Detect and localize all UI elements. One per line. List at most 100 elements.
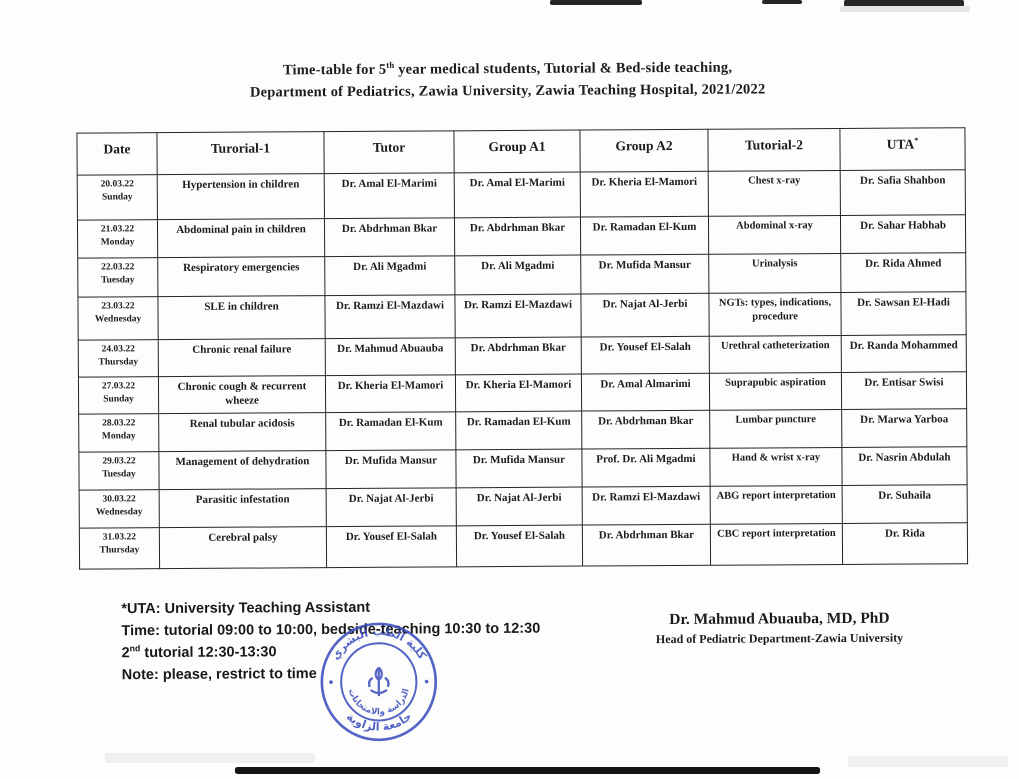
signature-name: Dr. Mahmud Abuauba, MD, PhD	[669, 609, 890, 629]
group-a2-cell: Dr. Kheria El-Mamori	[580, 171, 709, 218]
day-value: Monday	[100, 237, 135, 248]
title-line-2: Department of Pediatrics, Zawia Universi…	[249, 81, 766, 102]
table-row: 23.03.22 Wednesday SLE in children Dr. Ramz…	[77, 291, 967, 341]
group-a1-cell: Dr. Ramzi El-Mazdawi	[454, 294, 582, 338]
date-cell: 24.03.22 Thursday	[78, 339, 159, 378]
day-value: Sunday	[103, 394, 134, 405]
group-a1-cell: Dr. Mufida Mansur	[455, 449, 583, 488]
date-value: 30.03.22	[102, 494, 136, 505]
tutorial1-cell: Renal tubular acidosis	[158, 412, 326, 452]
uta-cell: Dr. Nasrin Abdulah	[841, 446, 968, 486]
tutor-cell: Dr. Mahmud Abuauba	[325, 337, 456, 376]
table-row: 27.03.22 Sunday Chronic cough & recurrent …	[78, 371, 967, 415]
uta-cell: Dr. Sahar Habhab	[840, 214, 966, 254]
table-row: 30.03.22 Wednesday Parasitic infestation Dr…	[79, 484, 968, 529]
group-a2-cell: Dr. Ramzi El-Mazdawi	[582, 486, 711, 526]
tutor-cell: Dr. Amal El-Marimi	[324, 172, 455, 219]
tutorial1-cell: Abdominal pain in children	[157, 218, 325, 258]
uta-cell: Dr. Safia Shahbon	[840, 169, 966, 216]
date-cell: 21.03.22 Monday	[77, 219, 158, 259]
header-tutorial-2: Tutorial-2	[707, 128, 841, 172]
table-row: 22.03.22 Tuesday Respiratory emergencies Dr…	[77, 252, 966, 298]
uta-cell: Dr. Sawsan El-Hadi	[840, 291, 967, 336]
tutorial1-cell: Parasitic infestation	[159, 488, 327, 528]
date-cell: 23.03.22 Wednesday	[77, 296, 159, 341]
header-group-a1: Group A1	[453, 130, 581, 173]
group-a1-cell: Dr. Abdrhman Bkar	[454, 217, 581, 256]
date-cell: 30.03.22 Wednesday	[79, 489, 160, 529]
tutorial2-cell: Urethral catheterization	[709, 335, 842, 374]
group-a1-cell: Dr. Abdrhman Bkar	[455, 337, 582, 375]
uta-cell: Dr. Rida Ahmed	[840, 252, 966, 293]
date-cell: 20.03.22 Sunday	[77, 174, 158, 221]
scan-artifact-top	[550, 0, 642, 5]
tutorial1-cell: SLE in children	[157, 295, 326, 340]
header-tutorial-1: Turorial-1	[156, 131, 325, 175]
day-value: Wednesday	[95, 507, 143, 518]
tutorial2-cell: CBC report interpretation	[710, 523, 843, 566]
table-row: 28.03.22 Monday Renal tubular acidosis Dr. …	[78, 408, 967, 453]
tutor-cell: Dr. Ramzi El-Mazdawi	[324, 294, 456, 339]
date-cell: 28.03.22 Monday	[78, 413, 159, 453]
table-row: 29.03.22 Tuesday Management of dehydration…	[78, 446, 968, 491]
group-a1-cell: Dr. Amal El-Marimi	[454, 172, 581, 218]
day-value: Tuesday	[101, 275, 135, 286]
day-value: Thursday	[98, 357, 139, 368]
tutorial2-cell: NGTs: types, indications, procedure	[708, 292, 842, 337]
date-cell: 29.03.22 Tuesday	[78, 451, 160, 491]
group-a2-cell: Dr. Ramadan El-Kum	[580, 216, 709, 256]
table-row: 20.03.22 Sunday Hypertension in children Dr…	[77, 169, 966, 221]
tutor-cell: Dr. Abdrhman Bkar	[324, 217, 455, 257]
date-value: 22.03.22	[101, 262, 135, 273]
scan-artifact-top	[844, 0, 964, 7]
tutorial2-cell: Abdominal x-ray	[708, 215, 841, 255]
header-group-a2: Group A2	[579, 129, 709, 173]
group-a1-cell: Dr. Ramadan El-Kum	[455, 411, 582, 450]
date-value: 24.03.22	[101, 344, 135, 355]
table-row: 24.03.22 Thursday Chronic renal failure Dr.…	[78, 334, 967, 378]
tutor-cell: Dr. Ramadan El-Kum	[325, 411, 456, 451]
tutorial2-cell: Chest x-ray	[708, 170, 841, 217]
day-value: Sunday	[101, 192, 133, 203]
tutorial1-cell: Chronic cough & recurrent wheeze	[158, 375, 326, 414]
date-cell: 31.03.22 Thursday	[79, 527, 160, 570]
table-row: 31.03.22 Thursday Cerebral palsy Dr. Yousef…	[79, 522, 968, 570]
tutorial2-cell: ABG report interpretation	[710, 485, 843, 525]
scan-artifact-smear	[840, 6, 970, 12]
tutor-cell: Dr. Ali Mgadmi	[324, 255, 455, 296]
tutor-cell: Dr. Yousef El-Salah	[326, 525, 457, 568]
tutorial2-cell: Suprapubic aspiration	[709, 372, 842, 411]
group-a1-cell: Dr. Yousef El-Salah	[456, 525, 583, 567]
scan-artifact-top	[762, 0, 802, 4]
tutor-cell: Dr. Najat Al-Jerbi	[326, 487, 457, 527]
header-date: Date	[76, 132, 158, 176]
page-title: Time-table for 5th year medical students…	[0, 55, 1017, 106]
header-uta: UTA*	[839, 127, 966, 171]
uta-cell: Dr. Entisar Swisi	[841, 371, 967, 410]
signature-block: Dr. Mahmud Abuauba, MD, PhD Head of Pedi…	[629, 609, 929, 647]
date-value: 31.03.22	[102, 532, 137, 543]
tutorial1-cell: Cerebral palsy	[159, 526, 327, 569]
group-a2-cell: Dr. Abdrhman Bkar	[581, 410, 710, 450]
header-row: Date Turorial-1 Tutor Group A1 Group A2 …	[76, 127, 966, 176]
scan-artifact-smudge	[848, 756, 1008, 767]
tutorial2-cell: Hand & wrist x-ray	[709, 447, 843, 487]
timetable: Date Turorial-1 Tutor Group A1 Group A2 …	[76, 127, 968, 570]
uta-cell: Dr. Suhaila	[842, 484, 968, 524]
tutor-cell: Dr. Mufida Mansur	[325, 449, 457, 489]
day-value: Thursday	[99, 545, 140, 556]
stamp-emblem	[367, 666, 390, 697]
tutorial1-cell: Respiratory emergencies	[157, 256, 325, 297]
scan-artifact-smudge	[105, 753, 315, 763]
date-value: 20.03.22	[100, 179, 134, 190]
tutor-cell: Dr. Kheria El-Mamori	[325, 374, 456, 413]
tutorial1-cell: Hypertension in children	[157, 173, 325, 220]
group-a1-cell: Dr. Ali Mgadmi	[454, 255, 581, 295]
day-value: Tuesday	[102, 469, 136, 480]
group-a2-cell: Dr. Abdrhman Bkar	[582, 524, 711, 567]
group-a2-cell: Dr. Yousef El-Salah	[581, 336, 710, 375]
group-a2-cell: Dr. Amal Almarimi	[581, 373, 710, 412]
table-row: 21.03.22 Monday Abdominal pain in children…	[77, 214, 966, 259]
group-a2-cell: Dr. Najat Al-Jerbi	[580, 293, 710, 338]
